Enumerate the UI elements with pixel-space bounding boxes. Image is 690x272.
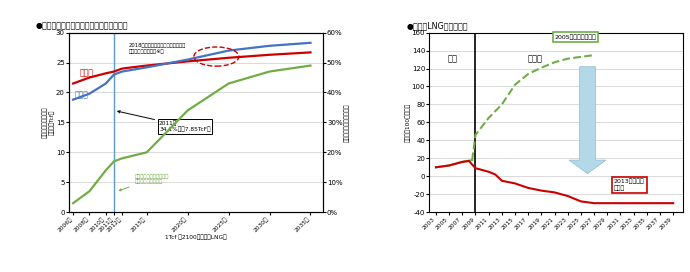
Text: 消費量: 消費量 bbox=[79, 69, 94, 78]
Text: ●米国の天然ガス生産量・消費量の見通し: ●米国の天然ガス生産量・消費量の見通し bbox=[36, 21, 128, 30]
Text: 2013年時点の
見通し: 2013年時点の 見通し bbox=[614, 179, 644, 191]
Text: 2018年に米国が天然ガスの純輸出国
になるとの見通し（※）: 2018年に米国が天然ガスの純輸出国 になるとの見通し（※） bbox=[129, 44, 186, 54]
Text: 2005年時点の見通し: 2005年時点の見通し bbox=[555, 34, 596, 40]
Text: 生産量: 生産量 bbox=[75, 90, 88, 99]
Y-axis label: （消費量、生産量）
（単位：Tcf）: （消費量、生産量） （単位：Tcf） bbox=[42, 107, 55, 138]
Text: 2011年
34.1%（＝7.85TcF）: 2011年 34.1%（＝7.85TcF） bbox=[118, 111, 210, 132]
Text: ●米国のLNG輸入見通し: ●米国のLNG輸入見通し bbox=[406, 21, 468, 30]
Text: 見通し: 見通し bbox=[527, 54, 542, 63]
Text: 実績: 実績 bbox=[447, 54, 457, 63]
Y-axis label: （単位：100万トン）: （単位：100万トン） bbox=[405, 103, 411, 142]
Polygon shape bbox=[569, 67, 606, 174]
Y-axis label: （シェールガスの割合）: （シェールガスの割合） bbox=[344, 103, 350, 142]
X-axis label: 1Tcf は2100万トン（LNG）: 1Tcf は2100万トン（LNG） bbox=[165, 235, 227, 240]
Text: 天然ガス生産量に占める
シェールガスの割合: 天然ガス生産量に占める シェールガスの割合 bbox=[119, 174, 169, 191]
